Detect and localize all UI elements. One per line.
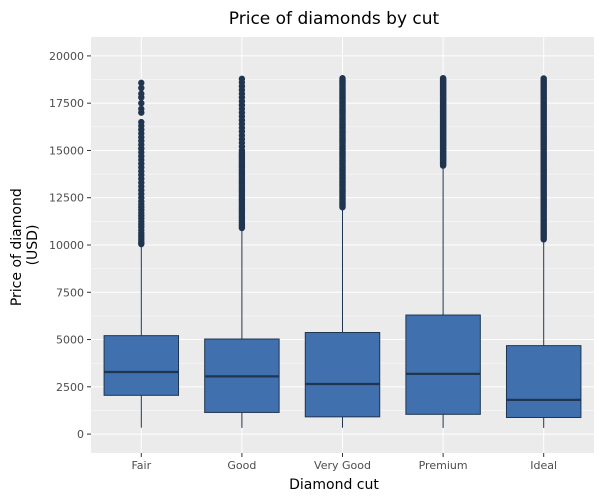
outlier-point bbox=[339, 75, 346, 82]
outlier-point bbox=[138, 118, 145, 126]
x-tick-label: Good bbox=[227, 459, 256, 472]
box-group bbox=[304, 75, 381, 428]
outlier-point bbox=[138, 90, 145, 97]
x-tick-label: Very Good bbox=[314, 459, 371, 472]
x-tick-label: Fair bbox=[131, 459, 151, 472]
box-group bbox=[405, 74, 481, 428]
box-group bbox=[204, 75, 280, 428]
y-axis-title: Price of diamond (USD) bbox=[9, 184, 41, 306]
x-axis-title: Diamond cut bbox=[289, 477, 379, 493]
y-axis-ticks: 0 2500 5000 7500 10000 12500 15000 17500 20000 bbox=[49, 50, 91, 441]
y-tick-label: 5000 bbox=[56, 334, 84, 347]
y-tick-label: 7500 bbox=[56, 286, 84, 299]
y-axis-title-line-2: (USD) bbox=[25, 225, 41, 266]
y-tick-label: 10000 bbox=[49, 239, 84, 252]
iqr-box bbox=[405, 314, 481, 415]
outlier-point bbox=[238, 75, 246, 83]
y-tick-label: 0 bbox=[77, 428, 84, 441]
x-tick-label: Ideal bbox=[530, 459, 557, 472]
chart-title: Price of diamonds by cut bbox=[229, 9, 440, 29]
iqr-box bbox=[505, 345, 582, 418]
x-tick-label: Premium bbox=[419, 459, 468, 472]
y-tick-label: 15000 bbox=[49, 144, 84, 157]
box-group bbox=[505, 75, 582, 428]
boxplots bbox=[103, 74, 582, 428]
iqr-box bbox=[304, 331, 381, 418]
outlier-point bbox=[138, 105, 145, 113]
outlier-point bbox=[540, 75, 547, 82]
y-tick-label: 12500 bbox=[49, 192, 84, 205]
outlier-point bbox=[138, 84, 145, 92]
y-tick-label: 2500 bbox=[56, 381, 84, 394]
y-axis-title-line-1: Price of diamond bbox=[9, 188, 25, 306]
y-tick-label: 20000 bbox=[49, 50, 84, 63]
outlier-point bbox=[138, 79, 145, 87]
outlier-point bbox=[439, 74, 447, 82]
box-group bbox=[103, 79, 180, 428]
iqr-box bbox=[103, 335, 180, 396]
y-tick-label: 17500 bbox=[49, 97, 84, 110]
x-axis-ticks: Fair Good Very Good Premium Ideal bbox=[131, 453, 557, 472]
outlier-point bbox=[138, 99, 145, 107]
